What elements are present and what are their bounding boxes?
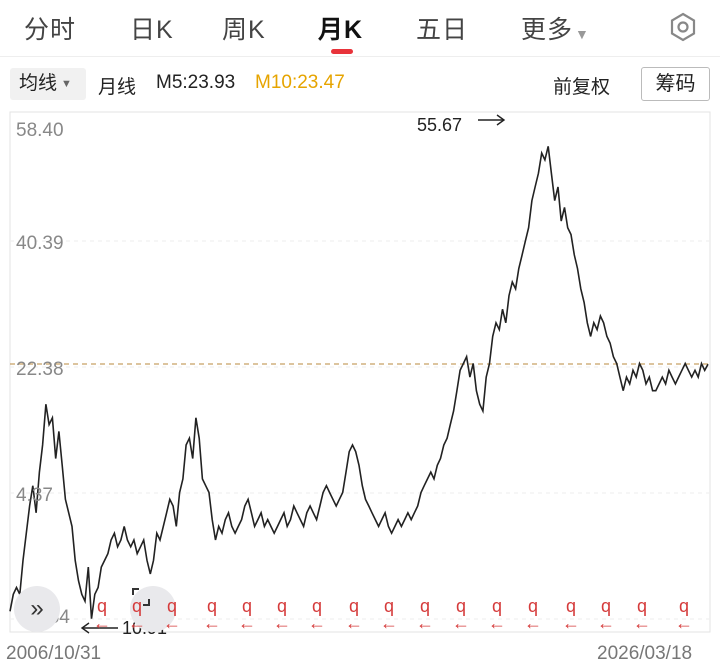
date-axis: 2006/10/31 2026/03/18 (0, 640, 720, 669)
event-marker-icon[interactable]: q ← (416, 596, 434, 633)
m5-value: M5:23.93 (156, 72, 236, 93)
ma-indicator-select[interactable]: 均线 ▼ (10, 68, 86, 100)
high-arrow-icon (478, 114, 506, 126)
event-marker-icon[interactable]: q ← (562, 596, 580, 633)
ma-title: 月线 (98, 77, 137, 98)
event-marker-icon[interactable]: q ← (597, 596, 615, 633)
event-marker-icon[interactable]: q ← (203, 596, 221, 633)
y-tick-label: 40.39 (16, 233, 64, 254)
event-marker-row: q ← q ← q ← q ← q ← q ← q ← q ← q ← q ← q ← q ← q ← q… (0, 596, 720, 634)
event-marker-icon[interactable]: q ← (675, 596, 693, 633)
event-marker-icon[interactable]: q ← (163, 596, 181, 633)
period-tab-bar: 分时 日K 周K 月K 五日 更多 ▼ (0, 0, 720, 57)
price-chart[interactable]: 58.40 40.39 22.38 4.37 -13.64 55.67 10.9… (0, 108, 720, 640)
event-marker-icon[interactable]: q ← (308, 596, 326, 633)
active-tab-indicator (331, 49, 353, 54)
y-tick-label: 4.37 (16, 485, 53, 506)
tab-intraday[interactable]: 分时 (24, 16, 77, 44)
event-marker-icon[interactable]: q ← (488, 596, 506, 633)
chart-toolbar: 均线 ▼ 月线 M5:23.93 M10:23.47 前复权 筹码 (0, 60, 720, 108)
y-tick-label: 58.40 (16, 120, 64, 141)
tab-five-day[interactable]: 五日 (416, 16, 469, 44)
ma-select-label: 均线 (19, 73, 58, 95)
event-marker-icon[interactable]: q ← (633, 596, 651, 633)
price-series-line (9, 146, 709, 619)
low-arrow-icon (80, 622, 118, 634)
event-marker-icon[interactable]: q ← (524, 596, 542, 633)
event-marker-icon[interactable]: q ← (238, 596, 256, 633)
event-marker-icon[interactable]: q ← (93, 596, 111, 633)
fullscreen-button[interactable] (130, 586, 176, 632)
event-marker-icon[interactable]: q ← (345, 596, 363, 633)
double-chevron-right-icon: » (30, 595, 44, 622)
chevron-down-icon: ▼ (575, 25, 589, 42)
y-tick-label: 22.38 (16, 359, 64, 380)
tab-monthly-k[interactable]: 月K (318, 16, 364, 44)
chip-distribution-button[interactable]: 筹码 (641, 67, 710, 101)
event-marker-icon[interactable]: q ← (128, 596, 146, 633)
adjust-mode-button[interactable]: 前复权 (553, 77, 611, 98)
end-date-label: 2026/03/18 (597, 643, 693, 664)
tab-more[interactable]: 更多 ▼ (521, 10, 589, 46)
caret-down-icon: ▼ (61, 78, 72, 90)
fullscreen-icon (132, 588, 150, 606)
event-marker-icon[interactable]: q ← (452, 596, 470, 633)
start-date-label: 2006/10/31 (6, 643, 102, 664)
tab-weekly-k[interactable]: 周K (222, 16, 266, 44)
m10-value: M10:23.47 (255, 72, 345, 93)
high-price-label: 55.67 (417, 115, 463, 135)
tab-more-label: 更多 (521, 16, 574, 44)
settings-gear-icon[interactable] (668, 12, 698, 42)
chart-canvas (9, 111, 711, 634)
expand-chart-button[interactable]: » (14, 586, 60, 632)
tab-daily-k[interactable]: 日K (130, 16, 174, 44)
event-marker-icon[interactable]: q ← (380, 596, 398, 633)
chart-frame (9, 111, 711, 633)
event-marker-icon[interactable]: q ← (273, 596, 291, 633)
